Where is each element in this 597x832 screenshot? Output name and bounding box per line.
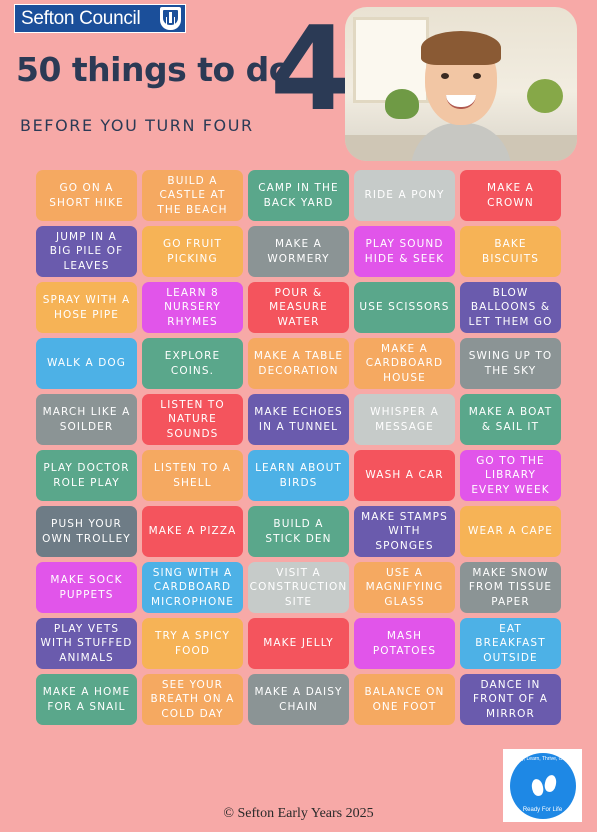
activity-tile: RIDE A PONY: [354, 170, 455, 221]
activity-tile: MAKE STAMPS WITH SPONGES: [354, 506, 455, 557]
photo-window: [353, 17, 429, 103]
council-crest-icon: [160, 7, 181, 30]
page-title: 50 things to do: [16, 50, 291, 89]
activity-tile: MARCH LIKE A SOILDER: [36, 394, 137, 445]
activity-tile: MAKE A TABLE DECORATION: [248, 338, 349, 389]
activity-tile: MAKE SNOW FROM TISSUE PAPER: [460, 562, 561, 613]
activity-tile: PLAY DOCTOR ROLE PLAY: [36, 450, 137, 501]
logo-text: Sefton Council: [21, 7, 141, 29]
activity-tile: BUILD A STICK DEN: [248, 506, 349, 557]
activity-tile: CAMP IN THE BACK YARD: [248, 170, 349, 221]
activity-tile: SEE YOUR BREATH ON A COLD DAY: [142, 674, 243, 725]
play-learn-thrive-badge: Play, Learn, Thrive, Grow Ready For Life: [503, 749, 582, 822]
activity-tile: WHISPER A MESSAGE: [354, 394, 455, 445]
activity-tile: MAKE JELLY: [248, 618, 349, 669]
photo-plant-right: [527, 79, 563, 113]
activity-tile: BAKE BISCUITS: [460, 226, 561, 277]
activity-tile: TRY A SPICY FOOD: [142, 618, 243, 669]
activity-tile: MAKE A CROWN: [460, 170, 561, 221]
badge-circle: Play, Learn, Thrive, Grow Ready For Life: [509, 752, 576, 819]
activity-grid: GO ON A SHORT HIKE BUILD A CASTLE AT THE …: [36, 170, 561, 725]
activity-tile: MASH POTATOES: [354, 618, 455, 669]
child-photo: [345, 7, 577, 161]
badge-tagline: Ready For Life: [522, 806, 563, 813]
activity-tile: WASH A CAR: [354, 450, 455, 501]
footprints-icon: [529, 773, 558, 801]
activity-tile: BALANCE ON ONE FOOT: [354, 674, 455, 725]
photo-child-hair: [421, 31, 501, 65]
activity-tile: EXPLORE COINS.: [142, 338, 243, 389]
activity-tile: BUILD A CASTLE AT THE BEACH: [142, 170, 243, 221]
activity-tile: GO TO THE LIBRARY EVERY WEEK: [460, 450, 561, 501]
activity-tile: BLOW BALLOONS & LET THEM GO: [460, 282, 561, 333]
title-number: 4: [270, 2, 351, 137]
activity-tile: VISIT A CONSTRUCTION SITE: [248, 562, 349, 613]
activity-tile: SING WITH A CARDBOARD MICROPHONE: [142, 562, 243, 613]
activity-tile: GO ON A SHORT HIKE: [36, 170, 137, 221]
activity-tile: LISTEN TO A SHELL: [142, 450, 243, 501]
activity-tile: DANCE IN FRONT OF A MIRROR: [460, 674, 561, 725]
sefton-council-logo: Sefton Council: [14, 4, 186, 33]
activity-tile: POUR & MEASURE WATER: [248, 282, 349, 333]
activity-tile: LEARN 8 NURSERY RHYMES: [142, 282, 243, 333]
photo-child-smile: [446, 95, 476, 109]
activity-tile: JUMP IN A BIG PILE OF LEAVES: [36, 226, 137, 277]
copyright-footer: © Sefton Early Years 2025: [223, 806, 374, 821]
activity-tile: MAKE A DAISY CHAIN: [248, 674, 349, 725]
activity-tile: WEAR A CAPE: [460, 506, 561, 557]
activity-tile: MAKE A WORMERY: [248, 226, 349, 277]
activity-tile: MAKE A CARDBOARD HOUSE: [354, 338, 455, 389]
activity-tile: LISTEN TO NATURE SOUNDS: [142, 394, 243, 445]
activity-tile: MAKE A PIZZA: [142, 506, 243, 557]
activity-tile: LEARN ABOUT BIRDS: [248, 450, 349, 501]
activity-tile: PLAY SOUND HIDE & SEEK: [354, 226, 455, 277]
activity-tile: MAKE ECHOES IN A TUNNEL: [248, 394, 349, 445]
activity-tile: PUSH YOUR OWN TROLLEY: [36, 506, 137, 557]
activity-tile: SPRAY WITH A HOSE PIPE: [36, 282, 137, 333]
activity-tile: SWING UP TO THE SKY: [460, 338, 561, 389]
activity-tile: MAKE A BOAT & SAIL IT: [460, 394, 561, 445]
activity-tile: GO FRUIT PICKING: [142, 226, 243, 277]
photo-child-eye: [441, 73, 449, 79]
activity-tile: PLAY VETS WITH STUFFED ANIMALS: [36, 618, 137, 669]
photo-plant: [385, 89, 419, 119]
photo-child-shirt: [411, 123, 511, 161]
activity-tile: MAKE SOCK PUPPETS: [36, 562, 137, 613]
activity-tile: MAKE A HOME FOR A SNAIL: [36, 674, 137, 725]
activity-tile: USE SCISSORS: [354, 282, 455, 333]
photo-child-eye: [473, 73, 481, 79]
activity-tile: EAT BREAKFAST OUTSIDE: [460, 618, 561, 669]
page-subtitle: BEFORE YOU TURN FOUR: [20, 116, 254, 135]
badge-text: Play, Learn, Thrive, Grow: [514, 755, 571, 762]
activity-tile: WALK A DOG: [36, 338, 137, 389]
activity-tile: USE A MAGNIFYING GLASS: [354, 562, 455, 613]
